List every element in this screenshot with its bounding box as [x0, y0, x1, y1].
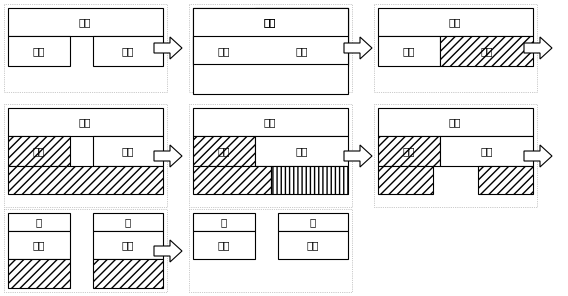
Bar: [4, 209, 167, 292]
Bar: [4, 104, 167, 207]
Polygon shape: [154, 37, 182, 59]
Bar: [193, 136, 255, 166]
Bar: [193, 36, 255, 66]
Polygon shape: [154, 240, 182, 262]
Bar: [93, 231, 163, 259]
Text: 晶: 晶: [36, 217, 42, 227]
Bar: [193, 166, 271, 194]
Text: 衬底: 衬底: [33, 240, 45, 250]
Bar: [8, 8, 163, 36]
Bar: [8, 36, 70, 66]
Bar: [4, 4, 167, 92]
Polygon shape: [524, 37, 552, 59]
Polygon shape: [524, 145, 552, 167]
Text: 衬底: 衬底: [218, 46, 230, 56]
Bar: [8, 213, 70, 231]
Polygon shape: [154, 145, 182, 167]
Bar: [440, 136, 533, 166]
Text: 衬底: 衬底: [33, 46, 45, 56]
Bar: [378, 8, 533, 36]
Bar: [189, 209, 352, 292]
Bar: [255, 136, 348, 166]
Bar: [8, 231, 70, 259]
Text: 衬底: 衬底: [481, 46, 493, 56]
Bar: [378, 136, 440, 166]
Bar: [8, 136, 70, 166]
Text: 衬底: 衬底: [122, 46, 134, 56]
Text: 衬底: 衬底: [403, 146, 415, 156]
Polygon shape: [344, 145, 372, 167]
Bar: [374, 104, 537, 207]
Bar: [93, 136, 163, 166]
Bar: [378, 36, 440, 66]
Bar: [374, 4, 537, 92]
Text: 衬底: 衬底: [403, 46, 415, 56]
Text: 衬底: 衬底: [33, 146, 45, 156]
Bar: [8, 259, 70, 288]
Bar: [189, 104, 352, 207]
Text: 衬底: 衬底: [218, 146, 230, 156]
Bar: [278, 231, 348, 259]
Bar: [440, 36, 533, 66]
Text: 晶圆: 晶圆: [449, 17, 461, 27]
Bar: [93, 213, 163, 231]
Text: 衬底: 衬底: [307, 240, 319, 250]
Bar: [93, 259, 163, 288]
Text: 晶: 晶: [221, 217, 227, 227]
Bar: [8, 108, 163, 136]
Bar: [378, 166, 433, 194]
Text: 圆: 圆: [125, 217, 131, 227]
Text: 晶圆: 晶圆: [264, 17, 276, 27]
Text: 衬底: 衬底: [218, 240, 230, 250]
Bar: [478, 166, 533, 194]
Text: 晶圆: 晶圆: [264, 17, 276, 27]
Bar: [278, 213, 348, 231]
Text: 衬底: 衬底: [296, 46, 308, 56]
Bar: [255, 8, 348, 66]
Text: 晶圆: 晶圆: [449, 117, 461, 127]
Bar: [93, 36, 163, 66]
Bar: [193, 213, 255, 231]
Bar: [271, 166, 348, 194]
Bar: [193, 8, 348, 94]
Bar: [189, 4, 352, 92]
Bar: [8, 166, 163, 194]
Bar: [193, 8, 348, 36]
Text: 衬底: 衬底: [122, 146, 134, 156]
Bar: [378, 108, 533, 136]
Text: 圆: 圆: [310, 217, 316, 227]
Text: 晶圆: 晶圆: [264, 117, 276, 127]
Text: 晶圆: 晶圆: [79, 117, 91, 127]
Text: 晶圆: 晶圆: [79, 17, 91, 27]
Bar: [193, 36, 348, 64]
Text: 衬底: 衬底: [296, 146, 308, 156]
Polygon shape: [344, 37, 372, 59]
Bar: [193, 231, 255, 259]
Text: 衬底: 衬底: [122, 240, 134, 250]
Bar: [193, 108, 348, 136]
Text: 衬底: 衬底: [481, 146, 493, 156]
